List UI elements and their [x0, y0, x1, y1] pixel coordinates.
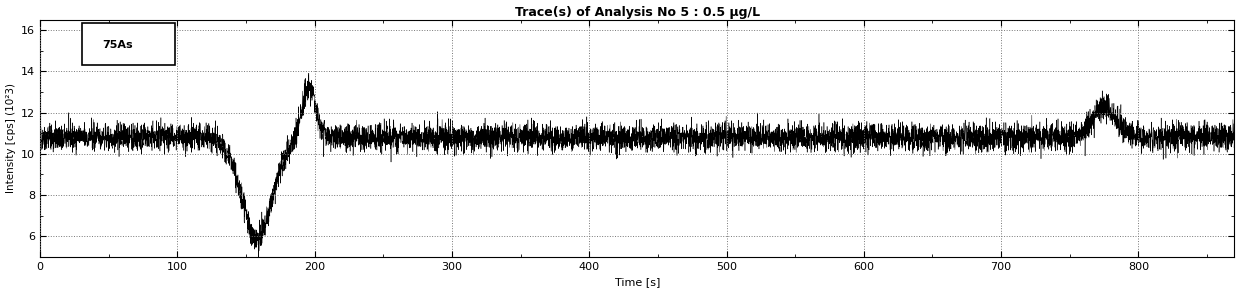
- Text: 75As: 75As: [102, 40, 133, 50]
- X-axis label: Time [s]: Time [s]: [615, 277, 660, 287]
- Title: Trace(s) of Analysis No 5 : 0.5 μg/L: Trace(s) of Analysis No 5 : 0.5 μg/L: [515, 6, 760, 18]
- Y-axis label: Intensity [cps] (10²3): Intensity [cps] (10²3): [5, 84, 16, 193]
- FancyBboxPatch shape: [82, 23, 175, 65]
